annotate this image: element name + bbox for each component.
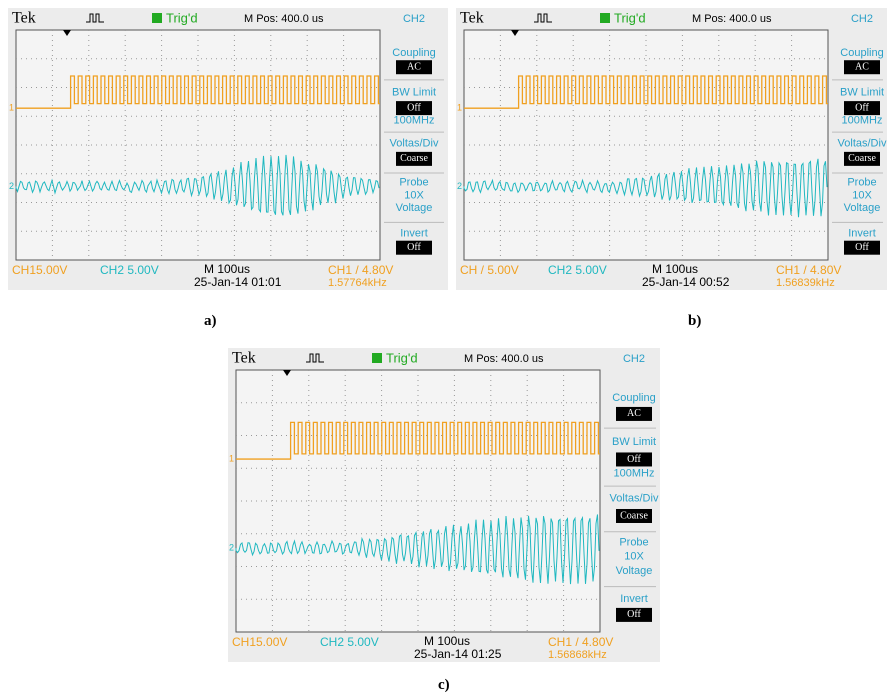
m-pos: M Pos: 400.0 us: [244, 13, 324, 25]
ch2-scale: CH2 5.00V: [548, 263, 607, 277]
menu-bw-limit: BW Limit: [392, 87, 436, 99]
menu-probe-type: Voltage: [844, 202, 881, 214]
menu-coupling-value: AC: [855, 62, 869, 73]
trigger-level: CH1 / 4.80V: [328, 263, 393, 277]
date: 25-Jan-14 01:25: [414, 647, 502, 661]
menu-channel: CH2: [851, 13, 873, 25]
menu-coupling-value: AC: [627, 408, 641, 419]
timebase: M 100us: [204, 262, 250, 276]
menu-probe-value: 10X: [624, 551, 644, 563]
m-pos: M Pos: 400.0 us: [464, 353, 544, 365]
menu-bw-freq: 100MHz: [614, 468, 655, 480]
menu-probe-value: 10X: [404, 189, 424, 201]
trig-badge: [600, 13, 610, 23]
trigger-status: Trig'd: [166, 10, 198, 25]
menu-bw-limit: BW Limit: [840, 87, 884, 99]
scope-screen: Tek Trig'd M Pos: 400.0 us CH2 Coupling AC BW …: [456, 8, 887, 290]
menu-invert: Invert: [848, 228, 876, 240]
menu-probe: Probe: [847, 177, 876, 189]
brand: Tek: [12, 10, 36, 27]
menu-invert-value: Off: [407, 242, 421, 253]
menu-channel: CH2: [403, 13, 425, 25]
scope-screen: Tek Trig'd M Pos: 400.0 us CH2 Coupling AC BW …: [8, 8, 448, 290]
ch2-marker: 2: [229, 543, 234, 553]
ch1-marker: 1: [229, 453, 234, 463]
ch1-marker: 1: [457, 103, 462, 113]
brand: Tek: [460, 10, 484, 27]
page: Tek Trig'd M Pos: 400.0 us CH2 Coupling AC BW …: [0, 0, 887, 696]
m-pos: M Pos: 400.0 us: [692, 13, 772, 25]
menu-channel: CH2: [623, 353, 645, 365]
frequency: 1.57764kHz: [328, 277, 387, 289]
ch1-scale: CH15.00V: [12, 263, 67, 277]
caption: c): [438, 677, 450, 694]
menu-coupling: Coupling: [612, 392, 655, 404]
ch1-scale: CH15.00V: [232, 635, 287, 649]
ch1-scale: CH / 5.00V: [460, 263, 519, 277]
trigger-icon: [86, 14, 104, 22]
menu-probe-value: 10X: [852, 189, 872, 201]
brand: Tek: [232, 350, 256, 367]
caption: b): [688, 313, 701, 330]
menu-volts-div: Voltas/Div: [390, 137, 439, 149]
date: 25-Jan-14 00:52: [642, 275, 730, 289]
trigger-level: CH1 / 4.80V: [776, 263, 841, 277]
menu-probe: Probe: [619, 537, 648, 549]
ch2-scale: CH2 5.00V: [100, 263, 159, 277]
trigger-status: Trig'd: [386, 350, 418, 365]
menu-coupling: Coupling: [840, 47, 883, 59]
menu-probe-type: Voltage: [616, 565, 653, 577]
menu-coupling-value: AC: [407, 62, 421, 73]
menu-invert: Invert: [620, 593, 648, 605]
menu-bw-limit: BW Limit: [612, 436, 656, 448]
trig-badge: [372, 353, 382, 363]
ch1-marker: 1: [9, 103, 14, 113]
menu-volts-div: Voltas/Div: [610, 493, 659, 505]
menu-volts-value: Coarse: [848, 153, 876, 164]
trigger-status: Trig'd: [614, 10, 646, 25]
menu-probe-type: Voltage: [396, 202, 433, 214]
menu-invert-value: Off: [627, 609, 641, 620]
menu-bw-value: Off: [855, 102, 869, 113]
ch2-scale: CH2 5.00V: [320, 635, 379, 649]
trig-badge: [152, 13, 162, 23]
menu-bw-freq: 100MHz: [394, 115, 435, 127]
menu-bw-freq: 100MHz: [842, 115, 883, 127]
timebase: M 100us: [652, 262, 698, 276]
trigger-icon: [306, 354, 324, 362]
trigger-level: CH1 / 4.80V: [548, 635, 613, 649]
date: 25-Jan-14 01:01: [194, 275, 282, 289]
frequency: 1.56868kHz: [548, 649, 607, 661]
caption: a): [204, 313, 217, 330]
menu-volts-div: Voltas/Div: [838, 137, 887, 149]
timebase: M 100us: [424, 634, 470, 648]
menu-volts-value: Coarse: [620, 510, 648, 521]
menu-probe: Probe: [399, 177, 428, 189]
frequency: 1.56839kHz: [776, 277, 835, 289]
menu-coupling: Coupling: [392, 47, 435, 59]
menu-invert: Invert: [400, 228, 428, 240]
ch2-marker: 2: [457, 181, 462, 191]
trigger-icon: [534, 14, 552, 22]
menu-bw-value: Off: [407, 102, 421, 113]
menu-invert-value: Off: [855, 242, 869, 253]
menu-volts-value: Coarse: [400, 153, 428, 164]
scope-screen: Tek Trig'd M Pos: 400.0 us CH2 Coupling AC BW …: [228, 348, 660, 662]
ch2-marker: 2: [9, 181, 14, 191]
menu-bw-value: Off: [627, 454, 641, 465]
